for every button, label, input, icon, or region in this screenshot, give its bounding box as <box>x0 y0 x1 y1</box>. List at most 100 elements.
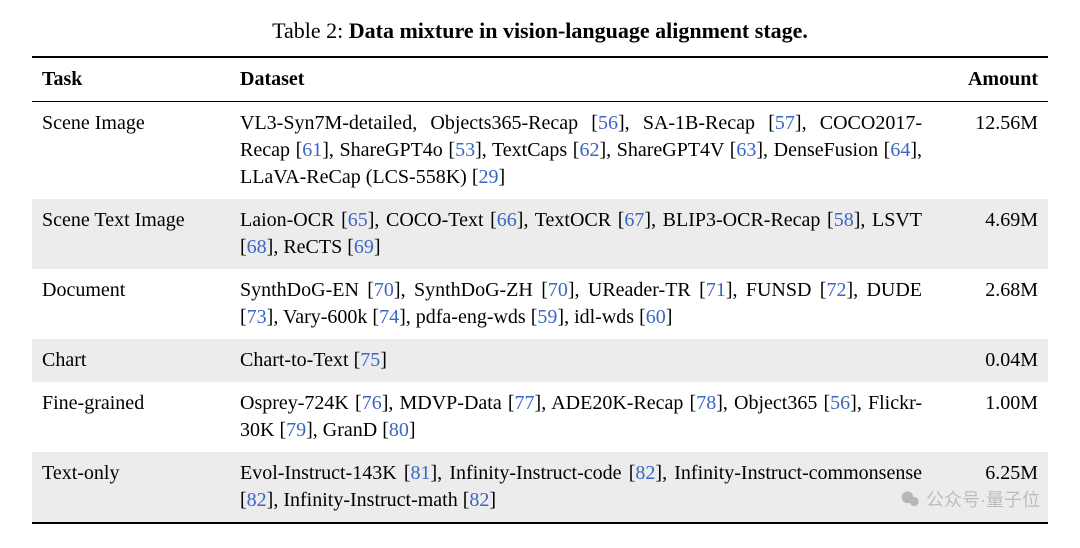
citation-bracket: [ <box>699 279 706 301</box>
table-row: Text-onlyEvol-Instruct-143K [81], Infini… <box>32 452 1048 523</box>
table-caption: Table 2: Data mixture in vision-language… <box>32 18 1048 44</box>
cell-dataset: Evol-Instruct-143K [81], Infinity-Instru… <box>230 452 932 523</box>
citation-number[interactable]: 58 <box>834 209 854 231</box>
citation-number[interactable]: 70 <box>548 279 568 301</box>
cell-amount: 0.04M <box>932 339 1048 382</box>
citation-number[interactable]: 59 <box>537 306 557 328</box>
citation-number[interactable]: 82 <box>469 489 489 511</box>
dataset-text: Osprey-724K <box>240 392 355 414</box>
citation-number[interactable]: 70 <box>374 279 394 301</box>
dataset-text: , ShareGPT4V <box>606 139 730 161</box>
dataset-text: , BLIP3-OCR-Recap <box>651 209 827 231</box>
citation-bracket: ] <box>380 349 387 371</box>
citation-number[interactable]: 74 <box>379 306 399 328</box>
citation-number[interactable]: 72 <box>826 279 846 301</box>
cell-amount: 1.00M <box>932 382 1048 452</box>
citation-number[interactable]: 63 <box>736 139 756 161</box>
citation-bracket: [ <box>382 419 389 441</box>
citation-bracket: ] <box>374 236 381 258</box>
citation-number[interactable]: 81 <box>411 462 431 484</box>
dataset-text: , Vary-600k <box>273 306 372 328</box>
dataset-text: , ReCTS <box>273 236 347 258</box>
cell-amount: 12.56M <box>932 102 1048 200</box>
cell-amount: 2.68M <box>932 269 1048 339</box>
citation-bracket: [ <box>240 306 247 328</box>
citation-bracket: [ <box>591 112 598 134</box>
citation-number[interactable]: 67 <box>624 209 644 231</box>
dataset-text: , idl-wds <box>564 306 639 328</box>
citation-number[interactable]: 66 <box>497 209 517 231</box>
table-header-row: Task Dataset Amount <box>32 57 1048 102</box>
citation-number[interactable]: 77 <box>515 392 535 414</box>
cell-task: Text-only <box>32 452 230 523</box>
citation-number[interactable]: 65 <box>348 209 368 231</box>
citation-number[interactable]: 75 <box>360 349 380 371</box>
citation-number[interactable]: 82 <box>247 489 267 511</box>
citation-bracket: [ <box>639 306 646 328</box>
citation-number[interactable]: 79 <box>286 419 306 441</box>
dataset-text: , LSVT <box>860 209 922 231</box>
citation-bracket: [ <box>404 462 411 484</box>
col-header-amount: Amount <box>932 57 1048 102</box>
citation-number[interactable]: 61 <box>302 139 322 161</box>
citation-bracket: [ <box>341 209 348 231</box>
citation-bracket: [ <box>240 236 247 258</box>
citation-number[interactable]: 56 <box>830 392 850 414</box>
dataset-text: , COCO-Text <box>374 209 490 231</box>
citation-bracket: ] <box>568 279 575 301</box>
citation-bracket: [ <box>768 112 775 134</box>
dataset-text: , pdfa-eng-wds <box>406 306 531 328</box>
citation-number[interactable]: 73 <box>247 306 267 328</box>
cell-dataset: Osprey-724K [76], MDVP-Data [77], ADE20K… <box>230 382 932 452</box>
citation-bracket: [ <box>508 392 515 414</box>
citation-number[interactable]: 80 <box>389 419 409 441</box>
citation-bracket: ] <box>399 306 406 328</box>
citation-number[interactable]: 69 <box>354 236 374 258</box>
cell-task: Chart <box>32 339 230 382</box>
caption-title: Data mixture in vision-language alignmen… <box>349 18 808 43</box>
dataset-text: , FUNSD <box>732 279 819 301</box>
dataset-text: Evol-Instruct-143K <box>240 462 404 484</box>
dataset-text: , Infinity-Instruct-commonsense <box>662 462 922 484</box>
citation-bracket: [ <box>827 209 834 231</box>
dataset-text: , SynthDoG-ZH <box>401 279 542 301</box>
citation-number[interactable]: 62 <box>579 139 599 161</box>
citation-bracket: [ <box>490 209 497 231</box>
citation-bracket: [ <box>347 236 354 258</box>
dataset-text: , UReader-TR <box>575 279 700 301</box>
citation-number[interactable]: 68 <box>247 236 267 258</box>
dataset-text: Chart-to-Text <box>240 349 354 371</box>
dataset-text: Laion-OCR <box>240 209 341 231</box>
citation-number[interactable]: 71 <box>706 279 726 301</box>
table-row: Scene Text ImageLaion-OCR [65], COCO-Tex… <box>32 199 1048 269</box>
cell-dataset: VL3-Syn7M-detailed, Objects365-Recap [56… <box>230 102 932 200</box>
dataset-text: , Infinity-Instruct-math <box>273 489 462 511</box>
citation-number[interactable]: 56 <box>598 112 618 134</box>
dataset-text: , DenseFusion <box>763 139 884 161</box>
citation-bracket: ] <box>666 306 673 328</box>
citation-bracket: ] <box>475 139 482 161</box>
citation-number[interactable]: 78 <box>696 392 716 414</box>
cell-dataset: Chart-to-Text [75] <box>230 339 932 382</box>
citation-bracket: [ <box>240 489 247 511</box>
citation-bracket: ] <box>322 139 329 161</box>
cell-dataset: SynthDoG-EN [70], SynthDoG-ZH [70], URea… <box>230 269 932 339</box>
cell-amount: 4.69M <box>932 199 1048 269</box>
citation-number[interactable]: 60 <box>646 306 666 328</box>
citation-bracket: ] <box>910 139 917 161</box>
dataset-text: , DUDE <box>853 279 922 301</box>
citation-number[interactable]: 53 <box>455 139 475 161</box>
dataset-text: , TextOCR <box>523 209 617 231</box>
citation-bracket: ] <box>850 392 857 414</box>
citation-number[interactable]: 82 <box>635 462 655 484</box>
dataset-text: , Infinity-Instruct-code <box>437 462 629 484</box>
citation-bracket: [ <box>367 279 374 301</box>
citation-number[interactable]: 64 <box>890 139 910 161</box>
cell-task: Scene Image <box>32 102 230 200</box>
citation-number[interactable]: 76 <box>362 392 382 414</box>
citation-bracket: ] <box>716 392 723 414</box>
citation-number[interactable]: 57 <box>775 112 795 134</box>
dataset-text: SynthDoG-EN <box>240 279 367 301</box>
citation-number[interactable]: 29 <box>479 166 499 188</box>
table-row: ChartChart-to-Text [75]0.04M <box>32 339 1048 382</box>
